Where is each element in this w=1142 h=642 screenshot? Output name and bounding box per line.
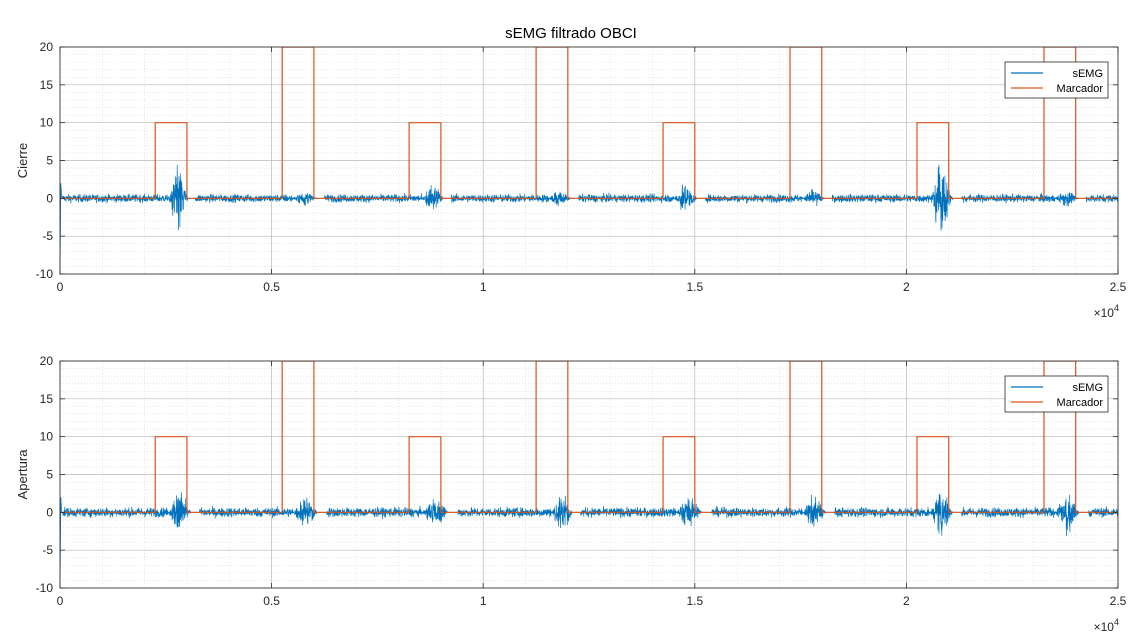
x-tick-label: 1 <box>480 594 487 608</box>
y-tick-label: 0 <box>46 505 53 519</box>
series-semg-line <box>60 492 1118 588</box>
axes-apertura: 0 0.5 1 1.5 2 2.5 -10 -5 0 5 10 15 20 ×104 Apertura sEM… <box>15 354 1127 634</box>
legend-label-marcador: Marcador <box>1057 83 1104 95</box>
y-tick-label: 20 <box>40 40 54 54</box>
series-semg-line <box>60 164 1118 274</box>
legend: sEMG Marcador <box>1004 375 1109 413</box>
y-tick-label: 15 <box>40 78 54 92</box>
x-tick-label: 1.5 <box>686 280 703 294</box>
x-tick-label: 0 <box>57 280 64 294</box>
y-tick-label: 15 <box>40 392 54 406</box>
x-tick-label: 2.5 <box>1110 280 1127 294</box>
y-tick-label: -5 <box>42 543 53 557</box>
y-tick-label: 10 <box>40 116 54 130</box>
legend-label-semg: sEMG <box>1072 68 1103 80</box>
x-exponent-label: ×104 <box>1094 617 1119 634</box>
x-tick-label: 2 <box>903 280 910 294</box>
legend: sEMG Marcador <box>1004 61 1109 99</box>
figure-title: sEMG filtrado OBCI <box>505 25 637 42</box>
y-tick-label: 5 <box>46 154 53 168</box>
legend-box <box>1004 61 1109 99</box>
y-tick-label: 0 <box>46 191 53 205</box>
legend-label-marcador: Marcador <box>1057 397 1104 409</box>
y-tick-label: -10 <box>36 267 54 281</box>
y-tick-label: -10 <box>36 581 54 595</box>
x-tick-label: 1 <box>480 280 487 294</box>
x-tick-label: 0.5 <box>263 280 280 294</box>
axes-cierre: 0 0.5 1 1.5 2 2.5 -10 -5 0 5 10 15 20 ×104 Cierre sEMG M… <box>15 40 1127 320</box>
y-axis-label: Apertura <box>15 449 30 500</box>
y-tick-label: 5 <box>46 468 53 482</box>
legend-label-semg: sEMG <box>1072 382 1103 394</box>
x-tick-label: 0.5 <box>263 594 280 608</box>
y-tick-label: 10 <box>40 430 54 444</box>
x-exponent-label: ×104 <box>1094 303 1119 320</box>
y-axis-label: Cierre <box>15 143 30 178</box>
x-tick-label: 1.5 <box>686 594 703 608</box>
data-layer <box>60 47 1118 274</box>
x-tick-label: 2 <box>903 594 910 608</box>
series-marcador-line <box>60 361 1118 513</box>
series-marcador-line <box>60 47 1118 199</box>
x-tick-label: 2.5 <box>1110 594 1127 608</box>
y-tick-label: 20 <box>40 354 54 368</box>
data-layer <box>60 361 1118 588</box>
legend-box <box>1004 375 1109 413</box>
y-tick-label: -5 <box>42 229 53 243</box>
x-tick-label: 0 <box>57 594 64 608</box>
